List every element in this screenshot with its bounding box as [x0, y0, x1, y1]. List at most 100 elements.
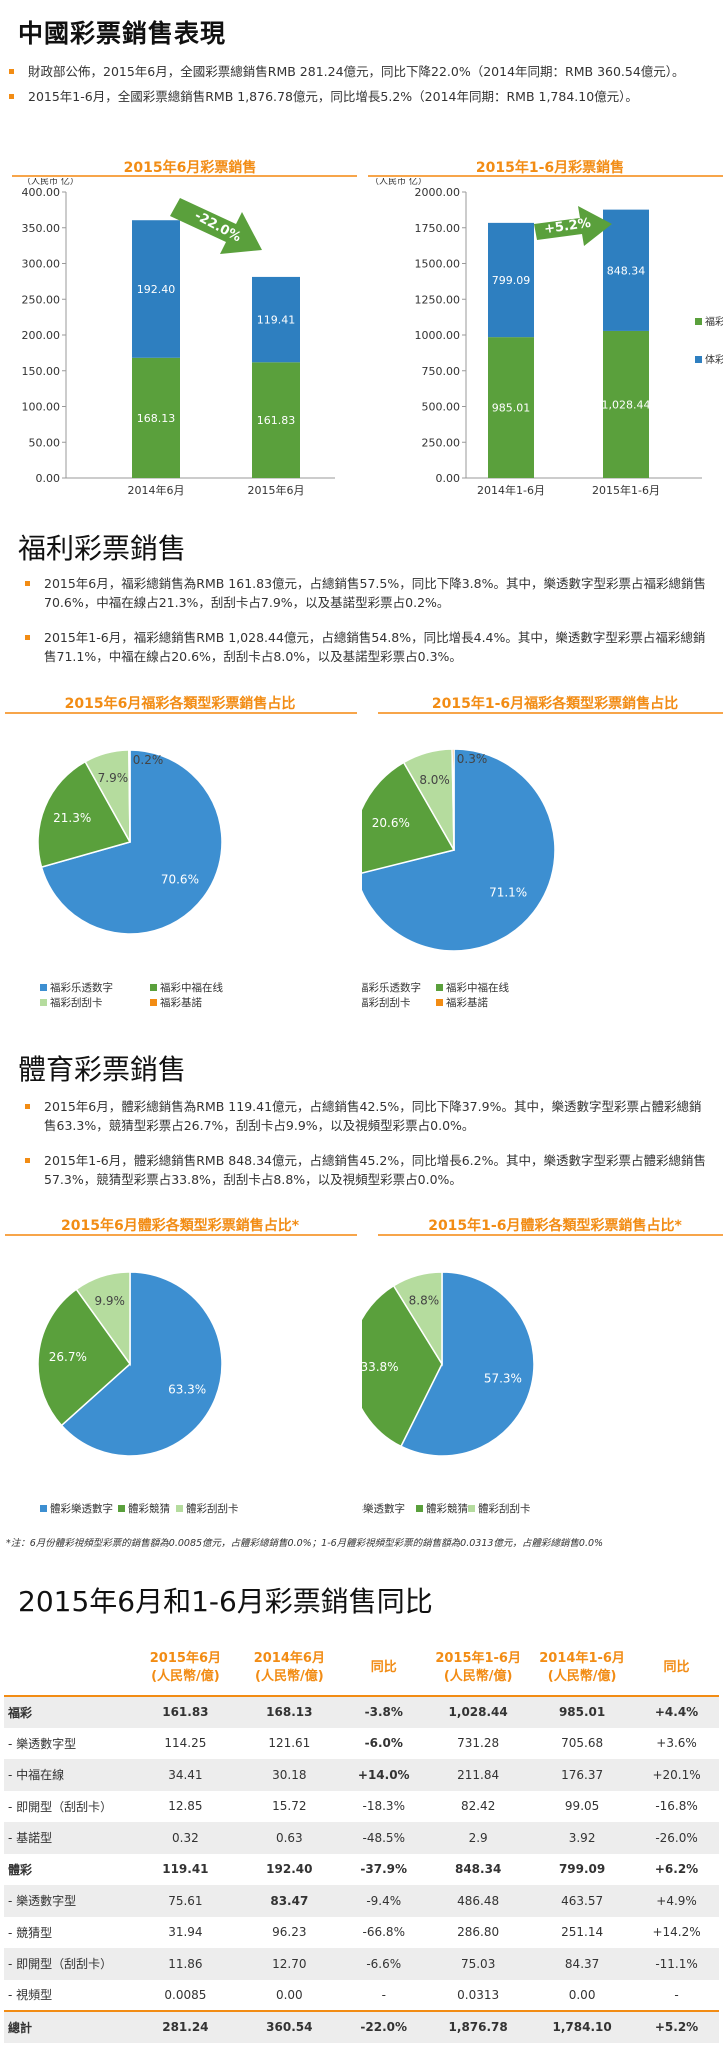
table-row: 福彩 161.83 168.13 -3.8% 1,028.44 985.01 +4.4%	[4, 1696, 719, 1728]
bar-segment	[488, 222, 534, 338]
pie-slice	[362, 761, 456, 874]
bar-chart-june: （人民币 亿） 0.00 50.00 100.00 150.00 200.00 250.00…	[22, 178, 335, 497]
table-cell: 985.01	[530, 1696, 635, 1728]
table-header-cell: 同比	[370, 1659, 397, 1675]
legend-label: 體彩刮刮卡	[186, 1502, 239, 1515]
legend-label: 體彩刮刮卡	[478, 1502, 531, 1515]
table-cell: -16.8%	[655, 1799, 698, 1814]
table-cell: - 即開型（刮刮卡）	[4, 1948, 134, 1980]
table-cell: 799.09	[558, 1862, 606, 1877]
table-cell: 75.61	[133, 1885, 238, 1917]
table-cell: 251.14	[561, 1925, 604, 1940]
ticai-bullets: 2015年6月，體彩總銷售為RMB 119.41億元，占總銷售42.5%，同比下…	[16, 1097, 706, 1195]
pie-chart-title: 2015年1-6月體彩各類型彩票銷售占比*	[428, 1218, 682, 1234]
table-cell: 360.54	[237, 2011, 342, 2043]
legend-swatch	[695, 356, 702, 363]
table-cell: - 樂透數字型	[8, 1736, 77, 1751]
comparison-table: 2015年6月 (人民幣/億) 2014年6月 (人民幣/億) 同比 2015年1-6月(…	[4, 1640, 719, 2043]
table-row: 總計 281.24 360.54 -22.0% 1,876.78 1,784.10 +5.2…	[4, 2011, 719, 2043]
legend-swatch	[150, 999, 157, 1006]
table-cell: 83.47	[237, 1885, 342, 1917]
legend-swatch	[118, 1505, 125, 1512]
legend-label: 福彩基諾	[446, 996, 488, 1009]
y-tick-label: 200.00	[22, 329, 61, 342]
pie-slice	[362, 748, 556, 952]
table-cell: 99.05	[564, 1799, 600, 1814]
legend-swatch	[416, 1505, 423, 1512]
bullet-item: 2015年6月，福彩總銷售為RMB 161.83億元，占總銷售57.5%，同比下…	[16, 574, 706, 612]
comparison-table-wrap: 2015年6月 (人民幣/億) 2014年6月 (人民幣/億) 同比 2015年1-6月(…	[4, 1640, 719, 2043]
table-cell: 486.48	[426, 1885, 531, 1917]
bar-segment	[603, 330, 649, 478]
table-cell: 114.25	[164, 1736, 207, 1751]
table-cell: -11.1%	[634, 1948, 719, 1980]
pie-value-label: 71.1%	[489, 885, 527, 899]
page-title: 中國彩票銷售表現	[18, 19, 227, 48]
legend-swatch	[436, 999, 443, 1006]
table-cell: 731.28	[457, 1736, 500, 1751]
y-axis-unit-label: （人民币 亿）	[22, 178, 79, 187]
title-underline	[12, 175, 357, 177]
pie-slice	[392, 1271, 443, 1367]
title-underline	[5, 712, 357, 714]
table-cell: 12.70	[237, 1948, 342, 1980]
legend-swatch	[40, 984, 47, 991]
legend-label: 體彩樂透數字	[50, 1502, 113, 1515]
legend-label: 福彩	[705, 315, 723, 328]
table-cell: 0.32	[133, 1822, 238, 1854]
table-cell: 1,876.78	[426, 2011, 531, 2043]
table-cell: 3.92	[530, 1822, 635, 1854]
bar-data-label: 161.83	[257, 414, 296, 427]
table-cell: +4.9%	[634, 1885, 719, 1917]
bar-data-label: 799.09	[492, 274, 531, 287]
pie-chart-ticai-june: 63.3% 26.7% 9.9% 體彩樂透數字 體彩競猜 體彩刮刮卡	[37, 1271, 239, 1515]
table-cell: -6.6%	[341, 1948, 427, 1980]
table-cell: -18.3%	[362, 1799, 405, 1814]
table-cell: -9.4%	[341, 1885, 427, 1917]
pie-value-label: 21.3%	[53, 811, 91, 825]
bar-data-label: 1,028.44	[602, 398, 651, 411]
x-tick-label: 2015年6月	[248, 483, 305, 497]
table-cell: 0.00	[275, 1987, 303, 2002]
y-tick-label: 0.00	[36, 472, 61, 485]
table-cell: -	[674, 1987, 679, 2002]
table-row: - 基諾型 0.32 0.63 -48.5% 2.9 3.92 -26.0%	[4, 1822, 719, 1854]
legend-swatch	[468, 1505, 475, 1512]
table-cell: 0.0313	[457, 1987, 500, 2002]
bar-data-label: 848.34	[607, 264, 646, 277]
y-tick-label: 100.00	[22, 401, 61, 414]
table-header-cell	[4, 1640, 133, 1696]
table-cell: +20.1%	[634, 1759, 719, 1791]
table-cell: +6.2%	[654, 1862, 699, 1877]
bullet-item: 財政部公佈，2015年6月，全國彩票總銷售RMB 281.24億元，同比下降22…	[0, 62, 700, 81]
title-underline	[378, 1234, 723, 1236]
bullet-item: 2015年1-6月，福彩總銷售RMB 1,028.44億元，占總銷售54.8%，…	[16, 628, 706, 666]
table-cell: -6.0%	[364, 1736, 403, 1751]
pie-value-label: 57.3%	[484, 1371, 522, 1385]
fucai-bullets: 2015年6月，福彩總銷售為RMB 161.83億元，占總銷售57.5%，同比下…	[16, 574, 706, 672]
bar-data-label: 119.41	[257, 314, 296, 327]
title-underline	[368, 175, 723, 177]
table-cell: -26.0%	[634, 1822, 719, 1854]
table-row: - 中福在線 34.41 30.18 +14.0% 211.84 176.37 +20.1%	[4, 1759, 719, 1791]
y-tick-label: 0.00	[436, 472, 461, 485]
table-cell: 121.61	[268, 1736, 311, 1751]
table-cell: 75.03	[426, 1948, 531, 1980]
legend-label: 福彩刮刮卡	[50, 996, 103, 1009]
table-header-cell: 2015年1-6月 (人民幣/億)	[435, 1650, 521, 1684]
y-tick-label: 1500.00	[415, 258, 461, 271]
pie-slice	[399, 1271, 535, 1457]
x-tick-label: 2014年6月	[128, 483, 185, 497]
table-cell: 84.37	[530, 1948, 635, 1980]
table-cell: -3.8%	[341, 1696, 427, 1728]
table-cell: - 樂透數字型	[4, 1885, 134, 1917]
table-cell: +5.2%	[634, 2011, 719, 2043]
table-row: - 競猜型 31.94 96.23 -66.8% 286.80 251.14 +14.2%	[4, 1917, 719, 1949]
pie-slice	[60, 1271, 223, 1457]
table-cell: -48.5%	[341, 1822, 427, 1854]
y-tick-label: 350.00	[22, 222, 61, 235]
table-cell: - 即開型（刮刮卡）	[8, 1799, 113, 1814]
table-cell: +14.0%	[341, 1759, 427, 1791]
y-tick-label: 1750.00	[415, 222, 461, 235]
table-cell: -37.9%	[360, 1862, 408, 1877]
